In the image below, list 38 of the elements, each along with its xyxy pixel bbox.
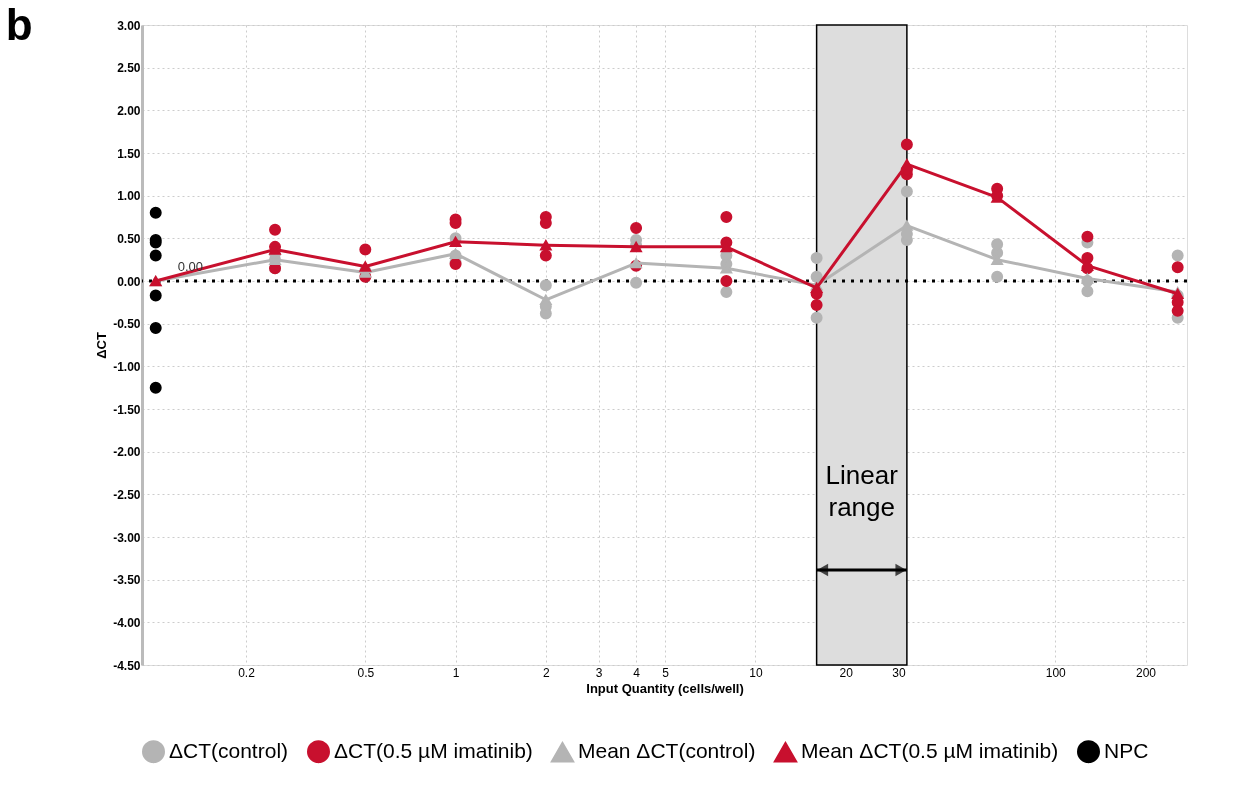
legend-label: Mean ΔCT(0.5 µM imatinib): [801, 739, 1059, 763]
x-tick-label: 20: [839, 665, 854, 680]
band-label: Linear range: [825, 460, 899, 522]
y-axis-title: ΔCT: [94, 332, 110, 359]
x-tick-label: 30: [892, 665, 906, 680]
y-tick-label: 2.00: [117, 103, 141, 118]
x-tick-label: 0.5: [357, 665, 375, 680]
x-tick-label: 4: [633, 665, 641, 680]
y-tick-label: 2.50: [117, 61, 141, 76]
y-tick-label: -2.50: [113, 487, 141, 502]
x-tick-label: 0.2: [238, 665, 256, 680]
y-tick-label: -3.00: [113, 530, 141, 545]
y-tick-label: 0.00: [117, 274, 141, 289]
y-tick-label: -2.00: [113, 445, 141, 460]
y-tick-label: 1.50: [117, 146, 141, 161]
x-tick-label: 100: [1045, 665, 1067, 680]
x-tick-label: 200: [1136, 665, 1157, 680]
y-tick-label: 0.50: [117, 231, 141, 246]
annotation: 0.00: [177, 259, 204, 274]
y-tick-label: -1.00: [113, 359, 141, 374]
y-tick-label: 1.00: [117, 189, 141, 204]
x-tick-label: 3: [595, 665, 603, 680]
legend-label: Mean ΔCT(control): [578, 739, 756, 763]
y-tick-label: -0.50: [113, 317, 141, 332]
y-tick-label: -1.50: [113, 402, 141, 417]
y-tick-label: -4.00: [113, 615, 141, 630]
x-tick-label: 2: [542, 665, 550, 680]
chart-title: b: [5, 0, 33, 49]
legend-label: ΔCT(0.5 µM imatinib): [334, 738, 533, 762]
legend-label: ΔCT(control): [169, 738, 289, 762]
legend-label: NPC: [1104, 738, 1149, 762]
x-tick-label: 10: [749, 665, 763, 680]
y-tick-label: -4.50: [113, 658, 141, 673]
x-tick-label: 5: [662, 665, 670, 680]
x-tick-label: 1: [452, 665, 460, 680]
x-axis-title: Input Quantity (cells/well): [586, 680, 744, 696]
y-tick-label: 3.00: [117, 18, 141, 33]
y-tick-label: -3.50: [113, 573, 141, 588]
